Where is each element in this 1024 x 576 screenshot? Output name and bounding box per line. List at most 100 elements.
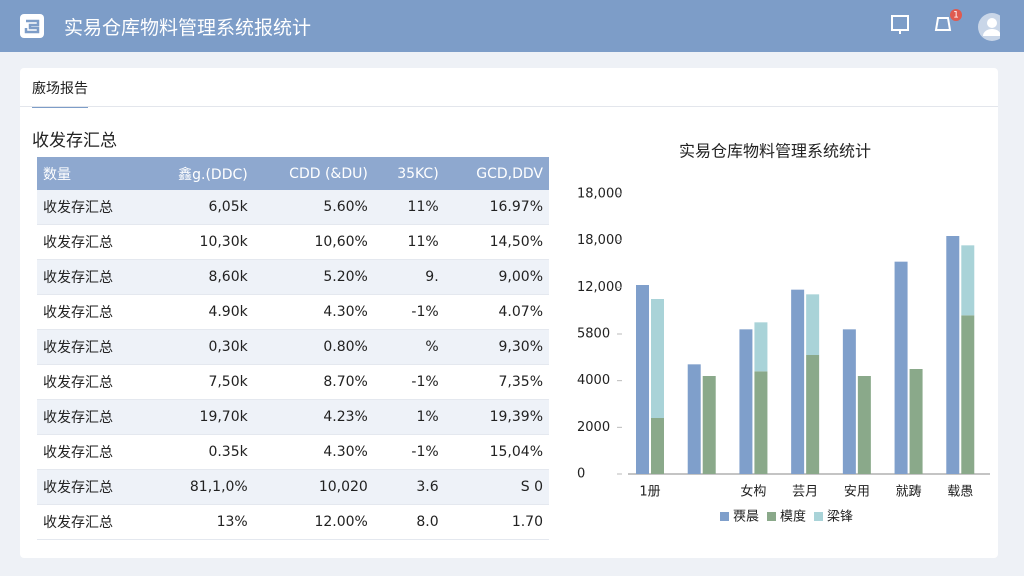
table-cell: 3.6 [373, 469, 445, 505]
summary-table: 数量 鑫g.(DDC) CDD (&DU) 35KC) GCD,DDV 收发存汇总 6,05… [37, 157, 549, 540]
x-tick-label: 女构 [740, 484, 766, 500]
table-cell: 9,30% [444, 329, 549, 365]
table-cell: 19,39% [444, 399, 549, 435]
table-cell: 4.90k [145, 294, 254, 330]
legend-swatch [720, 512, 729, 521]
table-cell: 10,30k [145, 224, 254, 260]
table-cell: 16.97% [444, 190, 549, 225]
column-header: 数量 [37, 157, 146, 190]
table-cell: 14,50% [444, 224, 549, 260]
table-cell: 收发存汇总 [37, 259, 146, 295]
x-tick-label: 载愚 [947, 485, 973, 500]
table-cell: 1% [373, 399, 445, 435]
x-tick-label: 就踌 [896, 484, 922, 500]
badge [950, 9, 962, 21]
table-cell: 5.60% [253, 190, 374, 225]
icon-bell[interactable] [891, 15, 909, 34]
bar [961, 245, 975, 316]
table-row: 收发存汇总 7,50k 8.70% -1% 7,35% [37, 364, 549, 400]
table-row: 收发存汇总 13% 12.00% 8.0 1.70 [37, 504, 549, 540]
table-row: 收发存汇总 10,30k 10,60% 11% 14,50% [37, 224, 549, 260]
chart-title: 实易仓库物料管理系统统计 [679, 142, 871, 161]
bar [702, 376, 716, 474]
table-cell: 13% [145, 504, 254, 540]
table-cell: 9. [373, 259, 445, 295]
header: 实易仓库物料管理系统报统计 1 [0, 0, 1024, 52]
bar [687, 364, 701, 474]
legend-swatch [814, 512, 823, 521]
tab[interactable]: 廒场报告 [32, 78, 88, 108]
x-tick-label: 1册 [639, 485, 660, 500]
badge-count: 1 [953, 11, 959, 21]
table-cell: 收发存汇总 [37, 224, 146, 260]
table-row: 收发存汇总 4.90k 4.30% -1% 4.07% [37, 294, 549, 330]
table-cell: 收发存汇总 [37, 364, 146, 400]
y-tick-label: 12,000 [577, 280, 623, 295]
bar [754, 322, 768, 372]
report-card: 廒场报告 收发存汇总 数量 鑫g.(DDC) CDD (&DU) 35KC) GCD,D… [20, 68, 998, 558]
legend-label: 梁锋 [827, 510, 853, 525]
table-cell: 19,70k [145, 399, 254, 435]
table-cell: 81,1,0% [145, 469, 254, 505]
legend-label: 模度 [780, 509, 806, 525]
table-cell: S 0 [444, 469, 549, 505]
bar [739, 329, 753, 474]
bar [754, 371, 768, 474]
header-icons: 1 [891, 9, 1000, 41]
bar [909, 369, 923, 474]
y-tick-label: 18,000 [577, 233, 623, 248]
bar [806, 355, 820, 474]
table-cell: 11% [373, 224, 445, 260]
table-cell: 收发存汇总 [37, 399, 146, 435]
table-cell: 9,00% [444, 259, 549, 295]
column-header: 鑫g.(DDC) [145, 157, 254, 190]
table-cell: 15,04% [444, 434, 549, 470]
icon-notify[interactable] [934, 17, 952, 31]
table-cell: 收发存汇总 [37, 294, 146, 330]
table-cell: 收发存汇总 [37, 504, 146, 540]
y-tick-label: 2000 [577, 420, 610, 435]
logo [20, 14, 44, 38]
bar [806, 294, 820, 355]
table-cell: -1% [373, 434, 445, 470]
x-tick-label: 安用 [844, 485, 870, 500]
x-tick-label: 芸月 [792, 484, 818, 500]
chart: 实易仓库物料管理系统统计 0 2000 4000 5800 12,000 18,000 18… [577, 142, 990, 525]
column-header: CDD (&DU) [253, 157, 374, 190]
table-row: 收发存汇总 19,70k 4.23% 1% 19,39% [37, 399, 549, 435]
bar [791, 289, 805, 474]
table-cell: 4.30% [253, 294, 374, 330]
table-cell: 7,50k [145, 364, 254, 400]
table-row: 收发存汇总 0.35k 4.30% -1% 15,04% [37, 434, 549, 470]
table-cell: 0,30k [145, 329, 254, 365]
table-cell: 8,60k [145, 259, 254, 295]
table-cell: 8.0 [373, 504, 445, 540]
app-title: 实易仓库物料管理系统报统计 [64, 17, 312, 39]
table-cell: 0.35k [145, 434, 254, 470]
table-row: 收发存汇总 81,1,0% 10,020 3.6 S 0 [37, 469, 549, 505]
table-cell: 10,020 [253, 469, 374, 505]
table-cell: 0.80% [253, 329, 374, 365]
table-cell: -1% [373, 294, 445, 330]
y-tick-label: 5800 [577, 327, 610, 342]
y-tick-label: 4000 [577, 373, 610, 388]
table-row: 收发存汇总 0,30k 0.80%% 9,30% [37, 329, 549, 365]
table-cell: 收发存汇总 [37, 329, 146, 365]
bar [636, 285, 649, 474]
table-cell: 5.20% [253, 259, 374, 295]
table-cell: 11% [373, 190, 445, 225]
table-row: 收发存汇总 8,60k 5.20% 9. 9,00% [37, 259, 549, 295]
table-cell: -1% [373, 364, 445, 400]
column-header: GCD,DDV [444, 157, 549, 190]
y-tick-label: 18,000 [577, 187, 623, 202]
table-cell: 收发存汇总 [37, 434, 146, 470]
bar [946, 236, 960, 474]
table-cell: 8.70% [253, 364, 374, 400]
bar [651, 299, 664, 418]
y-tick-label: 0 [577, 467, 585, 482]
bar [894, 261, 908, 474]
table-cell: 收发存汇总 [37, 469, 146, 505]
bar [857, 376, 871, 474]
bar [961, 315, 975, 474]
